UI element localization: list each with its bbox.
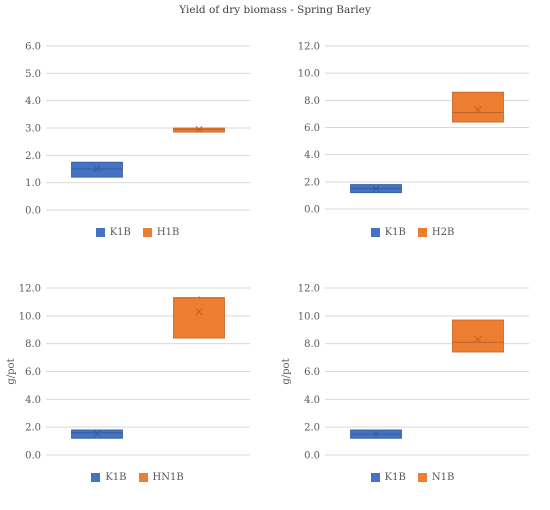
legend-item-n1b: N1B <box>417 472 455 483</box>
box-hn1b <box>173 297 225 339</box>
legend-swatch <box>370 228 380 237</box>
legend-swatch <box>138 473 148 482</box>
mean-marker <box>93 429 101 437</box>
y-tick-label: 4.0 <box>25 96 41 107</box>
y-tick-label: 8.0 <box>304 96 320 107</box>
y-tick-label: 6.0 <box>304 367 320 378</box>
legend-swatch <box>142 228 152 237</box>
y-tick-label: 3.0 <box>25 124 41 135</box>
legend-label: K1B <box>105 472 127 483</box>
legend-label: N1B <box>431 472 455 483</box>
legend: K1B H1B <box>0 227 275 240</box>
y-tick-label: 0.0 <box>25 206 41 217</box>
plot-area: 0.0 2.0 4.0 6.0 8.0 10.0 12.0 g/pot <box>281 284 529 462</box>
y-tick-label: 5.0 <box>25 69 41 80</box>
legend-item-k1b: K1B <box>370 227 406 238</box>
y-tick-label: 1.0 <box>25 178 41 189</box>
box-h2b <box>452 91 504 123</box>
box-n1b <box>452 319 504 353</box>
mean-marker <box>372 430 380 438</box>
y-tick-label: 2.0 <box>304 177 320 188</box>
y-tick-label: 4.0 <box>304 150 320 161</box>
legend-swatch <box>370 473 380 482</box>
y-tick-label: 0.0 <box>304 205 320 216</box>
y-tick-label: 6.0 <box>304 123 320 134</box>
legend-label: K1B <box>384 472 406 483</box>
plot-area: 0.0 2.0 4.0 6.0 8.0 10.0 12.0 <box>298 42 529 216</box>
y-axis-label: g/pot <box>281 358 292 384</box>
mean-marker <box>93 165 101 173</box>
y-axis-label: g/pot <box>6 358 17 384</box>
legend-item-k1b: K1B <box>370 472 406 483</box>
y-tick-label: 10.0 <box>298 311 320 322</box>
y-tick-label: 2.0 <box>304 423 320 434</box>
legend-swatch <box>417 228 427 237</box>
legend-swatch <box>95 228 105 237</box>
figure-title: Yield of dry biomass - Spring Barley <box>179 4 371 16</box>
plot-area: 0.0 1.0 2.0 3.0 4.0 5.0 6.0 <box>25 42 250 217</box>
legend-item-k1b: K1B <box>91 472 127 483</box>
y-tick-label: 12.0 <box>19 284 41 295</box>
y-tick-label: 0.0 <box>304 451 320 462</box>
y-tick-label: 4.0 <box>25 395 41 406</box>
legend: K1B H2B <box>275 227 550 240</box>
mean-marker <box>195 308 203 316</box>
y-tick-label: 8.0 <box>25 339 41 350</box>
y-tick-label: 10.0 <box>19 311 41 322</box>
mean-marker <box>372 185 380 193</box>
y-tick-label: 8.0 <box>304 339 320 350</box>
legend-item-k1b: K1B <box>95 227 131 238</box>
y-tick-label: 12.0 <box>298 284 320 295</box>
mean-marker <box>474 335 482 344</box>
mean-marker <box>474 106 482 114</box>
mean-marker <box>195 125 203 133</box>
y-tick-label: 6.0 <box>25 42 41 53</box>
chart-panel-bottom-right: 0.0 2.0 4.0 6.0 8.0 10.0 12.0 g/pot K1B N1B <box>275 270 550 510</box>
legend-swatch <box>417 473 427 482</box>
legend-label: HN1B <box>152 472 184 483</box>
legend-item-hn1b: HN1B <box>138 472 184 483</box>
y-tick-label: 4.0 <box>304 395 320 406</box>
y-tick-label: 6.0 <box>25 367 41 378</box>
chart-panel-top-right: 0.0 2.0 4.0 6.0 8.0 10.0 12.0 K1B H2B <box>275 22 550 262</box>
legend-label: K1B <box>109 227 131 238</box>
chart-panel-bottom-left: 0.0 2.0 4.0 6.0 8.0 10.0 12.0 g/pot K1B HN1B <box>0 270 275 510</box>
legend: K1B N1B <box>275 472 550 485</box>
legend: K1B HN1B <box>0 472 275 485</box>
legend-item-h2b: H2B <box>417 227 455 238</box>
legend-label: H2B <box>431 227 455 238</box>
legend-label: H1B <box>156 227 180 238</box>
y-tick-label: 10.0 <box>298 69 320 80</box>
y-tick-label: 12.0 <box>298 42 320 53</box>
plot-area: 0.0 2.0 4.0 6.0 8.0 10.0 12.0 g/pot <box>6 284 250 462</box>
y-tick-label: 0.0 <box>25 451 41 462</box>
legend-swatch <box>91 473 101 482</box>
chart-panel-top-left: 0.0 1.0 2.0 3.0 4.0 5.0 6.0 K1B H1B <box>0 22 275 262</box>
y-tick-label: 2.0 <box>25 423 41 434</box>
y-tick-label: 2.0 <box>25 151 41 162</box>
legend-label: K1B <box>384 227 406 238</box>
legend-item-h1b: H1B <box>142 227 180 238</box>
